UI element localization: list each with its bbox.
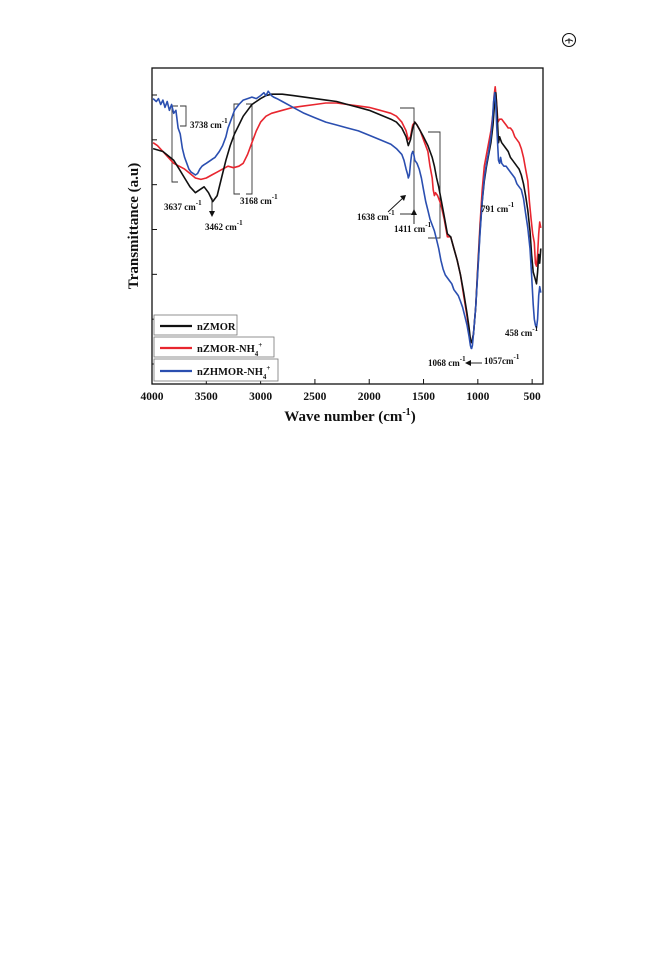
legend-label-nzmor-nh4: nZMOR-NH4+ <box>197 341 262 358</box>
circled-ribbon-icon <box>561 32 577 48</box>
bracket-1411 <box>428 131 441 239</box>
x-axis-ticks: 4000 3500 3000 2500 2000 1500 1000 500 <box>141 379 542 403</box>
legend-label-nzmor: nZMOR <box>197 322 236 333</box>
series-layer <box>152 86 542 350</box>
annot-791: 791 cm-1 <box>481 201 515 214</box>
x-tick-label: 4000 <box>141 391 164 403</box>
x-tick-label: 3000 <box>249 391 272 403</box>
annot-3738: 3738 cm-1 <box>190 117 228 130</box>
annot-1411: 1411 cm-1 <box>394 221 432 234</box>
legend: nZMOR nZMOR-NH4+ nZHMOR-NH4+ <box>153 314 279 382</box>
x-tick-label: 1500 <box>412 391 435 403</box>
x-tick-label: 3500 <box>195 391 218 403</box>
annot-1057: 1057cm-1 <box>484 353 520 366</box>
plot-frame <box>151 67 544 385</box>
bracket-3738 <box>171 105 178 183</box>
series-line-nzhmor-nh <box>152 90 542 350</box>
x-axis-title: Wave number (cm-1) <box>284 407 415 425</box>
annot-3462: 3462 cm-1 <box>205 219 243 232</box>
bracket-3738-right <box>180 105 187 127</box>
arrowhead-1411 <box>411 209 417 215</box>
arrowhead-3462 <box>209 211 215 217</box>
legend-box-2 <box>153 336 275 358</box>
x-tick-label: 1000 <box>466 391 489 403</box>
x-tick-label: 500 <box>524 391 542 403</box>
y-axis-title: Transmittance (a.u) <box>126 163 142 289</box>
annot-3168: 3168 cm-1 <box>240 193 278 206</box>
bracket-1638 <box>400 107 415 215</box>
annot-1638: 1638 cm-1 <box>357 209 395 222</box>
bracket-3168-right <box>246 103 253 195</box>
bracket-3168 <box>233 103 240 195</box>
annot-3637: 3637 cm-1 <box>164 199 202 212</box>
annotation-labels: 3738 cm-1 3637 cm-1 3462 cm-1 3168 cm-1 … <box>164 117 539 368</box>
arrow-1638 <box>387 196 405 213</box>
series-line-nzmor-nh <box>152 86 542 344</box>
arrowhead-1638 <box>400 195 406 201</box>
annot-1068: 1068 cm-1 <box>428 355 466 368</box>
annot-458: 458 cm-1 <box>505 325 539 338</box>
legend-box-1 <box>153 314 238 336</box>
series-line-nzmor <box>152 91 542 344</box>
x-tick-label: 2500 <box>303 391 326 403</box>
annotation-brackets <box>171 103 482 366</box>
ftir-chart: 4000 3500 3000 2500 2000 1500 1000 500 3738 cm-… <box>126 67 544 425</box>
arrowhead-1057 <box>465 360 471 366</box>
legend-box-3 <box>153 358 279 382</box>
x-tick-label: 2000 <box>358 391 381 403</box>
legend-label-nzhmor-nh4: nZHMOR-NH4+ <box>197 364 270 381</box>
